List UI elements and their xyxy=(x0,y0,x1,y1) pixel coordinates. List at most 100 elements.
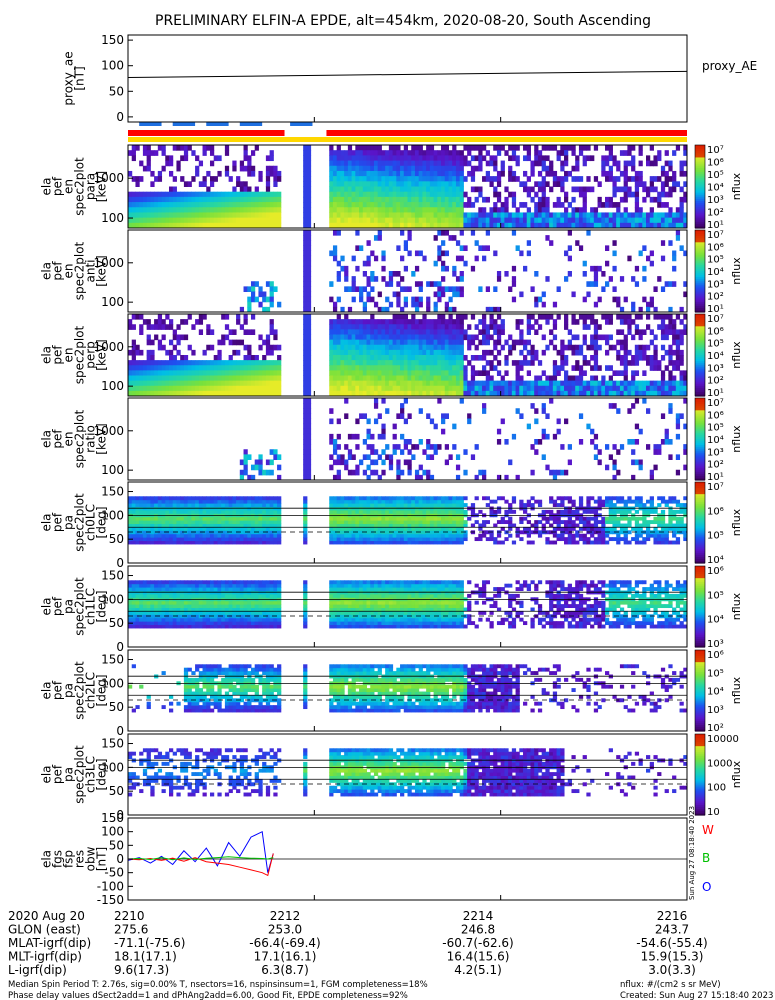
spectrogram-cell xyxy=(634,191,640,198)
spectrogram-cell xyxy=(306,286,312,292)
spectrogram-cell xyxy=(381,196,386,203)
spectrogram-cell xyxy=(269,344,274,351)
spectrogram-cell xyxy=(407,469,412,476)
spectrogram-cell xyxy=(441,191,446,198)
pitch-angle-cell xyxy=(303,520,308,525)
spectrogram-cell xyxy=(388,365,394,371)
spectrogram-cell xyxy=(541,217,546,224)
spectrogram-cell xyxy=(396,314,401,320)
spectrogram-cell xyxy=(474,474,479,480)
spectrogram-cell xyxy=(336,319,341,325)
spectrogram-cell xyxy=(646,212,651,219)
spectrogram-cell xyxy=(359,212,364,219)
spectrogram-cell xyxy=(426,370,431,376)
spectrogram-cell xyxy=(660,385,666,392)
spectrogram-cell xyxy=(638,207,643,213)
spectrogram-cell xyxy=(571,150,576,156)
spectrogram-cell xyxy=(355,329,360,335)
spectrogram-cell xyxy=(254,390,259,396)
spectrogram-cell xyxy=(448,160,453,167)
spectrogram-cell xyxy=(482,217,487,224)
spectrogram-cell xyxy=(370,191,375,198)
pitch-angle-cell xyxy=(359,530,364,535)
spectrogram-cell xyxy=(336,385,341,392)
spectrogram-cell xyxy=(459,212,464,219)
spectrogram-cell xyxy=(228,217,233,224)
spectrogram-cell xyxy=(128,349,133,356)
spectrogram-cell xyxy=(634,398,640,404)
spectrogram-cell xyxy=(672,324,677,330)
spectrogram-cell xyxy=(411,165,416,172)
pitch-angle-cell xyxy=(154,509,159,514)
spectrogram-cell xyxy=(485,217,490,224)
spectrogram-cell xyxy=(414,329,420,335)
spectrogram-cell xyxy=(377,291,382,298)
spectrogram-cell xyxy=(493,344,498,351)
pitch-angle-cell xyxy=(183,526,189,531)
spectrogram-cell xyxy=(608,375,613,382)
spectrogram-cell xyxy=(243,454,248,460)
spectrogram-cell xyxy=(254,365,259,371)
spectrogram-cell xyxy=(366,222,371,228)
spectrogram-cell xyxy=(265,165,271,172)
spectrogram-cell xyxy=(239,339,245,346)
spectrogram-cell xyxy=(429,360,435,366)
panel-content xyxy=(128,314,687,396)
pitch-angle-cell xyxy=(180,496,185,501)
pitch-angle-cell xyxy=(250,516,256,521)
spectrogram-cell xyxy=(541,202,546,208)
spectrogram-cell xyxy=(142,212,148,219)
spectrogram-cell xyxy=(351,155,356,162)
spectrogram-cell xyxy=(400,469,405,476)
spectrogram-cell xyxy=(593,217,599,224)
spectrogram-cell xyxy=(660,286,666,292)
spectrogram-cell xyxy=(619,306,625,312)
spectrogram-cell xyxy=(414,390,420,396)
pitch-angle-cell xyxy=(187,533,192,538)
pitch-angle-cell xyxy=(213,509,218,514)
spectrogram-cell xyxy=(660,334,666,341)
spectrogram-cell xyxy=(381,360,386,366)
spectrogram-cell xyxy=(552,176,558,182)
pitch-angle-cell xyxy=(228,520,233,525)
spectrogram-cell xyxy=(627,145,632,151)
spectrogram-cell xyxy=(541,454,546,460)
spectrogram-cell xyxy=(414,191,420,198)
spectrogram-cell xyxy=(400,380,405,387)
spectrogram-cell xyxy=(377,230,382,236)
spectrogram-cell xyxy=(306,339,312,346)
spectrogram-cell xyxy=(407,150,412,156)
pitch-angle-cell xyxy=(377,503,382,508)
spectrogram-cell xyxy=(448,355,453,361)
spectrogram-cell xyxy=(303,281,308,287)
spectrogram-cell xyxy=(213,217,218,224)
pitch-angle-cell xyxy=(258,526,263,531)
colorbar-tick: 10² xyxy=(707,292,724,303)
spectrogram-cell xyxy=(362,260,368,267)
spectrogram-cell xyxy=(213,360,218,366)
spectrogram-cell xyxy=(441,413,446,419)
spectrogram-cell xyxy=(623,314,628,320)
spectrogram-cell xyxy=(612,464,617,471)
spectrogram-cell xyxy=(332,334,338,341)
spectrogram-cell xyxy=(258,222,263,228)
spectrogram-cell xyxy=(511,212,517,219)
pitch-angle-cell xyxy=(135,523,140,528)
pitch-angle-cell xyxy=(250,499,256,504)
spectrogram-cell xyxy=(672,375,677,382)
spectrogram-cell xyxy=(634,324,640,330)
spectrogram-cell xyxy=(370,250,375,257)
colorbar-cell xyxy=(695,289,705,293)
spectrogram-cell xyxy=(482,245,487,251)
spectrogram-cell xyxy=(511,390,517,396)
spectrogram-cell xyxy=(370,165,375,172)
spectrogram-cell xyxy=(407,459,412,466)
spectrogram-cell xyxy=(154,375,159,382)
spectrogram-cell xyxy=(534,271,539,277)
spectrogram-cell xyxy=(519,375,524,382)
pitch-angle-cell xyxy=(176,496,181,501)
spectrogram-cell xyxy=(418,202,423,208)
spectrogram-cell xyxy=(411,296,416,303)
spectrogram-cell xyxy=(329,160,334,167)
spectrogram-cell xyxy=(657,444,662,450)
